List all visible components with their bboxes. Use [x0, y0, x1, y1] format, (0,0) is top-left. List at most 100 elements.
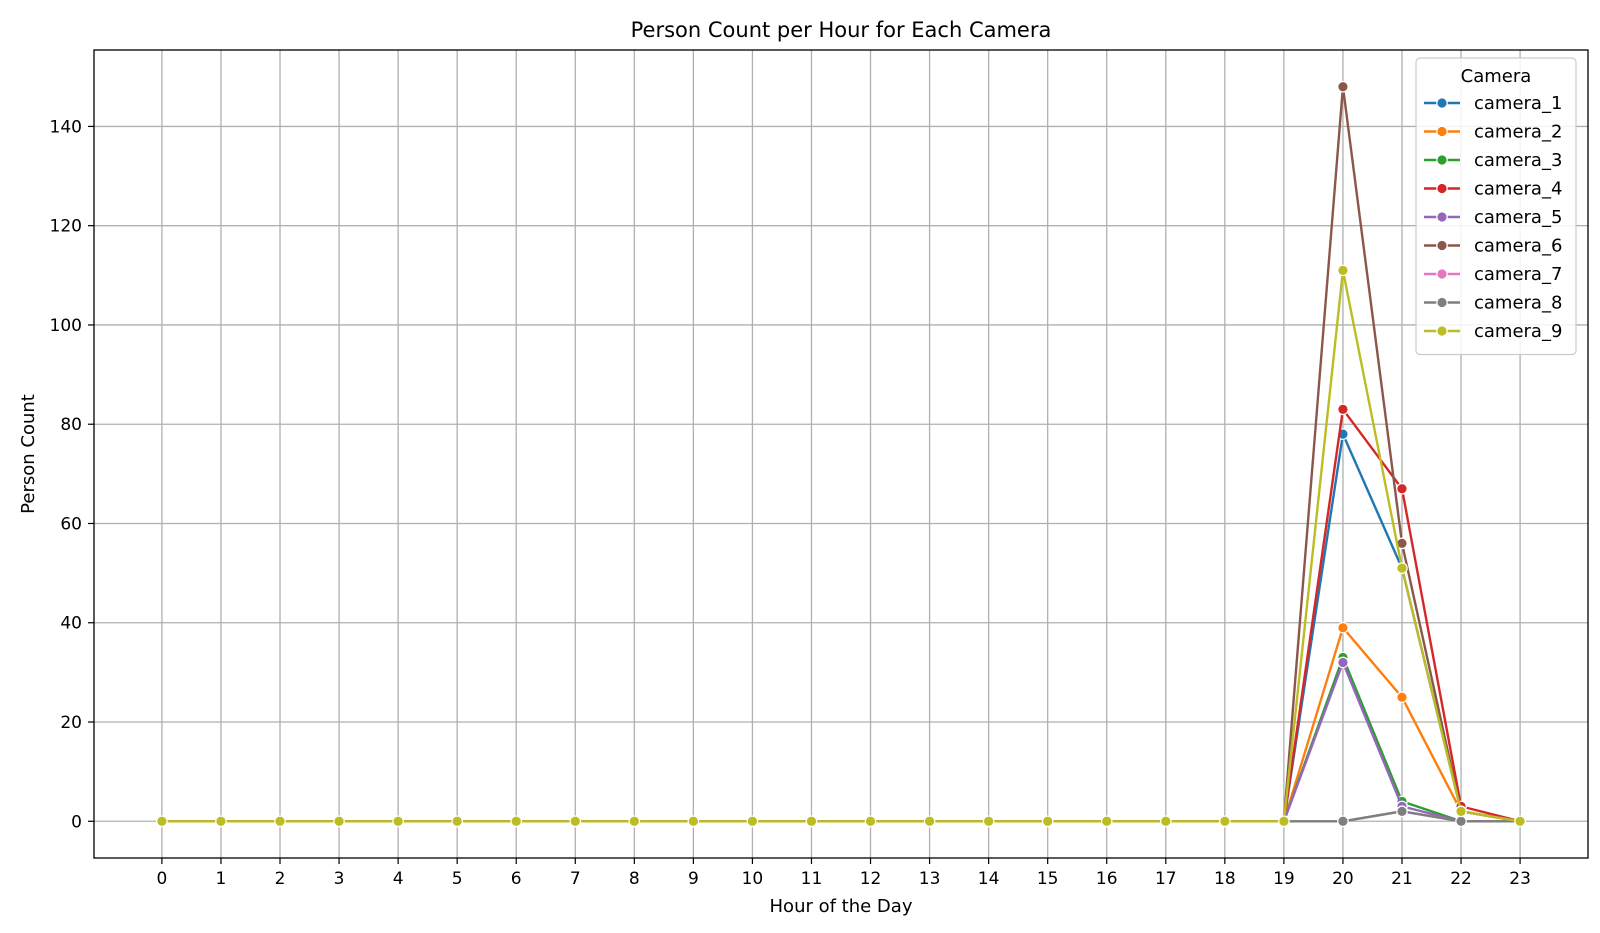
x-tick-label: 23 [1509, 869, 1531, 889]
legend-label: camera_8 [1474, 293, 1562, 314]
legend-item: camera_6 [1424, 236, 1562, 257]
x-tick-label: 10 [742, 869, 764, 889]
legend-swatch-marker [1436, 325, 1448, 337]
legend-item: camera_2 [1424, 122, 1562, 143]
y-tick-label: 100 [50, 316, 82, 336]
legend-swatch-marker [1436, 97, 1448, 109]
x-axis-label: Hour of the Day [770, 896, 913, 917]
data-point [1337, 656, 1349, 669]
x-tick-label: 11 [801, 869, 823, 889]
data-point [864, 815, 877, 828]
x-tick-label: 3 [334, 869, 345, 889]
legend-item: camera_8 [1424, 293, 1562, 314]
plot-frame [93, 49, 1589, 859]
x-axis: 0 1 2 3 4 5 6 7 8 9 10 11 12 13 14 15 16 17 18 19 20 21 22 23 [156, 858, 1531, 889]
data-point [1219, 815, 1231, 828]
x-tick-label: 8 [629, 869, 640, 889]
x-tick-label: 18 [1214, 869, 1236, 889]
data-point [1337, 403, 1349, 416]
legend-label: camera_6 [1474, 236, 1562, 257]
legend-label: camera_9 [1474, 321, 1562, 342]
data-point [1100, 815, 1113, 828]
legend-label: camera_3 [1474, 150, 1562, 171]
legend-items: camera_1 camera_2 camera_3 camera_4 camera_5… [1424, 93, 1562, 342]
y-tick-label: 40 [60, 614, 82, 634]
y-tick-label: 20 [60, 713, 82, 733]
x-tick-label: 21 [1391, 869, 1413, 889]
legend-title: Camera [1461, 66, 1532, 87]
data-point [156, 815, 168, 828]
legend-swatch-marker [1436, 211, 1448, 223]
x-tick-label: 19 [1273, 869, 1295, 889]
data-point [451, 815, 463, 828]
data-point [510, 815, 523, 828]
legend-swatch-marker [1436, 154, 1448, 166]
y-axis-label: Person Count [18, 394, 39, 514]
x-tick-label: 2 [275, 869, 286, 889]
y-tick-label: 80 [60, 415, 82, 435]
legend-swatch-marker [1436, 296, 1448, 309]
data-point [1396, 482, 1408, 495]
data-point [1396, 691, 1408, 703]
x-tick-label: 20 [1332, 869, 1354, 889]
data-point [746, 815, 759, 828]
legend-item: camera_1 [1424, 93, 1562, 114]
x-tick-label: 5 [452, 869, 463, 889]
data-point [982, 815, 995, 828]
series-camera_9 [156, 264, 1526, 828]
data-point [923, 815, 936, 828]
legend-swatch-marker [1436, 125, 1448, 138]
legend-swatch-marker [1436, 239, 1448, 252]
series-line [161, 269, 1521, 823]
data-point [628, 815, 641, 828]
data-point [1041, 815, 1054, 828]
data-point [215, 815, 227, 828]
y-axis: 0 20 40 60 80 100 120 140 [50, 117, 94, 832]
x-tick-label: 22 [1450, 869, 1472, 889]
legend-item: camera_9 [1424, 321, 1562, 342]
data-point [1396, 805, 1408, 818]
x-tick-label: 12 [860, 869, 882, 889]
data-point [1337, 815, 1349, 828]
legend-item: camera_7 [1424, 264, 1562, 285]
x-tick-label: 14 [978, 869, 1000, 889]
x-tick-label: 17 [1155, 869, 1177, 889]
chart-title: Person Count per Hour for Each Camera [631, 18, 1052, 42]
data-point [1396, 562, 1408, 574]
x-tick-label: 16 [1096, 869, 1118, 889]
x-tick-label: 0 [156, 869, 167, 889]
x-tick-label: 15 [1037, 869, 1059, 889]
legend-item: camera_4 [1424, 179, 1562, 200]
data-point [1455, 805, 1467, 818]
x-tick-label: 9 [688, 869, 699, 889]
y-tick-label: 0 [71, 812, 82, 832]
data-point [1514, 815, 1526, 828]
data-point [1337, 264, 1349, 277]
x-tick-label: 4 [393, 869, 404, 889]
x-tick-label: 6 [511, 869, 522, 889]
legend-swatch-marker [1436, 268, 1448, 280]
legend-label: camera_7 [1474, 264, 1562, 285]
y-tick-label: 60 [60, 514, 82, 534]
data-point [1455, 815, 1467, 828]
legend-label: camera_2 [1474, 122, 1562, 143]
legend-swatch-marker [1436, 182, 1448, 195]
data-point [1337, 621, 1349, 634]
data-point [392, 815, 404, 828]
legend-label: camera_5 [1474, 207, 1562, 228]
legend: Camera camera_1 camera_2 camera_3 camera_4c… [1415, 57, 1577, 356]
y-tick-label: 140 [50, 117, 82, 137]
data-point [569, 815, 582, 828]
legend-item: camera_3 [1424, 150, 1562, 171]
x-tick-label: 7 [570, 869, 581, 889]
data-point [1278, 815, 1290, 828]
data-point [1159, 815, 1172, 828]
x-tick-label: 13 [919, 869, 941, 889]
y-tick-label: 120 [50, 217, 82, 237]
legend-label: camera_4 [1474, 179, 1562, 200]
data-point [1337, 80, 1349, 93]
legend-label: camera_1 [1474, 93, 1562, 114]
series-layer [156, 80, 1526, 828]
